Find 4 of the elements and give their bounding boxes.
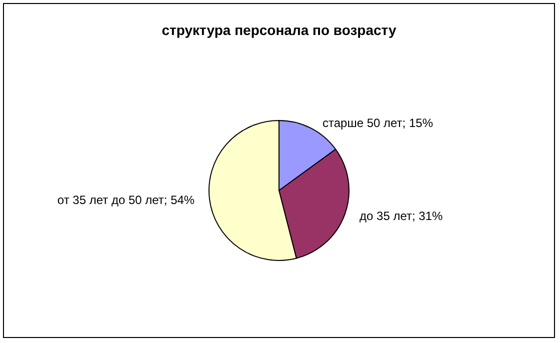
slice-label: от 35 лет до 50 лет; 54% xyxy=(57,193,195,208)
chart-title: структура персонала по возрасту xyxy=(162,22,396,38)
slice-label: старше 50 лет; 15% xyxy=(322,116,434,130)
slice-label: до 35 лет; 31% xyxy=(360,209,443,224)
